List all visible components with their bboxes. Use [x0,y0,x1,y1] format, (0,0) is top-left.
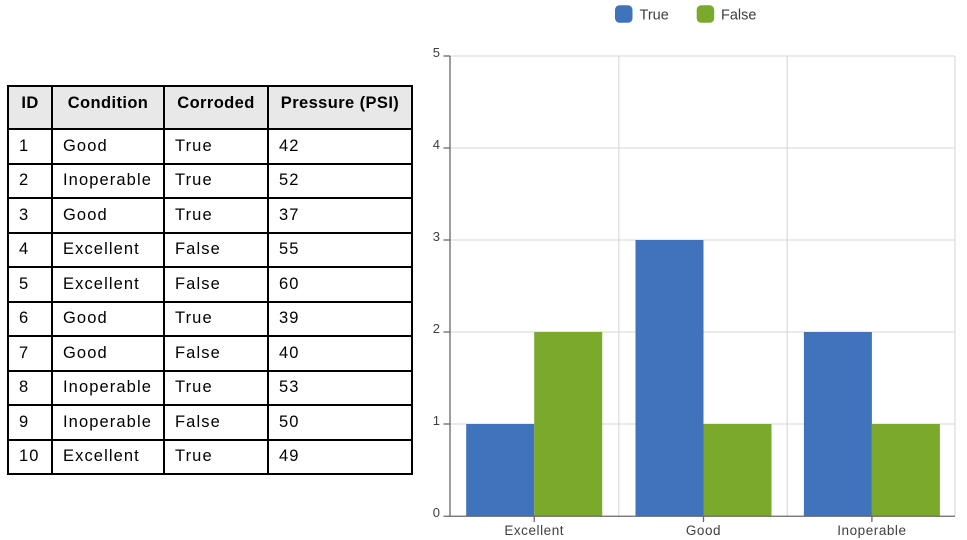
svg-text:False: False [721,8,756,24]
svg-text:Excellent: Excellent [504,523,564,538]
svg-text:2: 2 [433,321,440,336]
svg-text:True: True [640,8,669,24]
svg-text:Good: Good [686,523,721,538]
svg-text:4: 4 [433,137,440,152]
svg-text:5: 5 [433,45,440,60]
svg-text:0: 0 [433,505,440,520]
svg-text:3: 3 [433,229,440,244]
svg-text:1: 1 [433,413,440,428]
svg-text:Inoperable: Inoperable [837,523,906,538]
